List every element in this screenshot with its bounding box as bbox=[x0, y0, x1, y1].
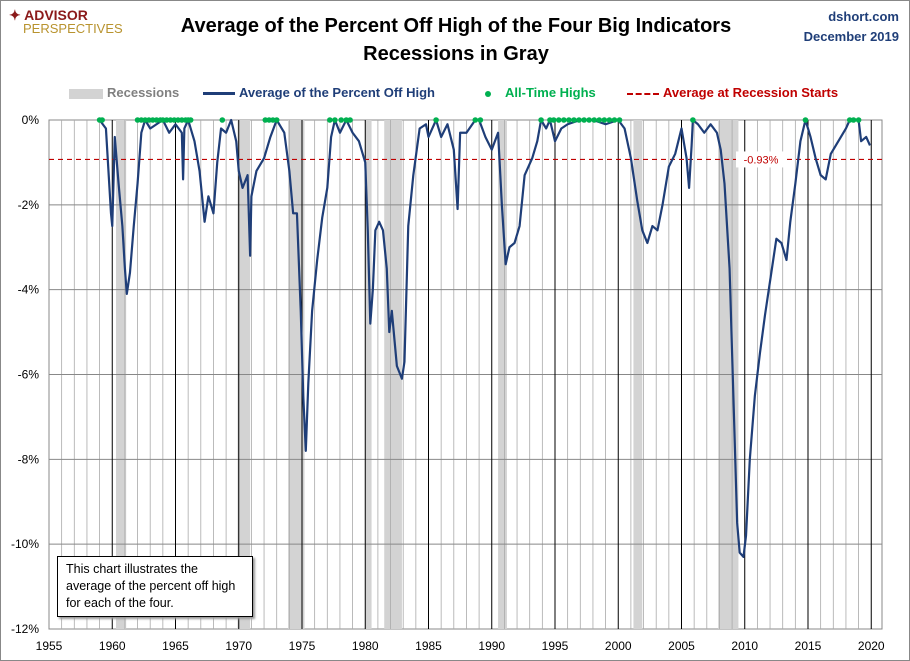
x-tick-label: 1965 bbox=[162, 639, 189, 653]
x-tick-label: 1995 bbox=[542, 639, 569, 653]
date-label: December 2019 bbox=[803, 29, 899, 44]
ath-point bbox=[555, 117, 562, 123]
x-tick-label: 1960 bbox=[99, 639, 126, 653]
x-tick-label: 2010 bbox=[731, 639, 758, 653]
x-tick-label: 1955 bbox=[36, 639, 63, 653]
ath-point bbox=[576, 117, 582, 123]
ath-point bbox=[273, 117, 280, 123]
y-tick-label: -6% bbox=[18, 368, 40, 382]
ath-point bbox=[581, 117, 587, 123]
logo-line2: PERSPECTIVES bbox=[23, 21, 123, 36]
ath-point bbox=[571, 117, 577, 123]
ath-point bbox=[591, 117, 598, 123]
x-tick-label: 1980 bbox=[352, 639, 379, 653]
logo-line1: ADVISOR bbox=[24, 7, 88, 23]
y-tick-label: -10% bbox=[11, 537, 39, 551]
ath-point bbox=[338, 117, 345, 123]
compass-icon: ✦ bbox=[9, 7, 21, 23]
y-tick-label: -2% bbox=[18, 198, 40, 212]
ath-point bbox=[611, 117, 618, 123]
ath-point bbox=[477, 117, 484, 123]
x-tick-label: 2020 bbox=[858, 639, 885, 653]
ath-point bbox=[566, 117, 572, 123]
ath-point bbox=[802, 117, 809, 123]
ath-point bbox=[596, 117, 603, 123]
ath-point bbox=[332, 117, 338, 123]
ath-point bbox=[347, 117, 353, 123]
x-tick-label: 2000 bbox=[605, 639, 632, 653]
source-label: dshort.com bbox=[828, 9, 899, 24]
y-tick-label: -4% bbox=[18, 283, 40, 297]
x-tick-label: 2015 bbox=[795, 639, 822, 653]
x-tick-label: 1985 bbox=[415, 639, 442, 653]
ath-point bbox=[187, 117, 194, 123]
legend-recession-avg: Average at Recession Starts bbox=[627, 85, 838, 100]
y-tick-label: -8% bbox=[18, 452, 40, 466]
average-label: -0.93% bbox=[744, 154, 779, 166]
ath-point bbox=[561, 117, 567, 123]
ath-point bbox=[538, 117, 544, 123]
chart-title: Average of the Percent Off High of the F… bbox=[180, 15, 732, 37]
ath-point bbox=[219, 117, 226, 123]
x-tick-label: 1970 bbox=[225, 639, 252, 653]
x-tick-label: 1975 bbox=[289, 639, 316, 653]
ath-point bbox=[99, 117, 105, 123]
legend-recessions: Recessions bbox=[69, 85, 179, 100]
ath-point bbox=[616, 117, 623, 123]
average-line bbox=[98, 118, 871, 558]
x-tick-label: 1990 bbox=[478, 639, 505, 653]
ath-point bbox=[850, 117, 857, 123]
ath-point bbox=[855, 117, 862, 123]
average-label-bg bbox=[736, 151, 786, 168]
ath-point bbox=[606, 117, 613, 123]
chart-note: This chart illustrates the average of th… bbox=[57, 556, 253, 617]
advisor-perspectives-logo: ✦ ADVISOR PERSPECTIVES bbox=[9, 7, 123, 36]
ath-point bbox=[586, 117, 592, 123]
ath-point bbox=[601, 117, 608, 123]
y-tick-label: -12% bbox=[11, 622, 39, 636]
x-tick-label: 2005 bbox=[668, 639, 695, 653]
y-tick-label: 0% bbox=[22, 113, 40, 127]
legend-ath: All-Time Highs bbox=[485, 85, 596, 100]
ath-point bbox=[327, 117, 333, 123]
legend-average: Average of the Percent Off High bbox=[203, 85, 435, 100]
ath-point bbox=[690, 117, 696, 123]
ath-point bbox=[472, 117, 479, 123]
chart-subtitle: Recessions in Gray bbox=[363, 43, 549, 65]
ath-point bbox=[433, 117, 439, 123]
ath-point bbox=[550, 117, 557, 123]
